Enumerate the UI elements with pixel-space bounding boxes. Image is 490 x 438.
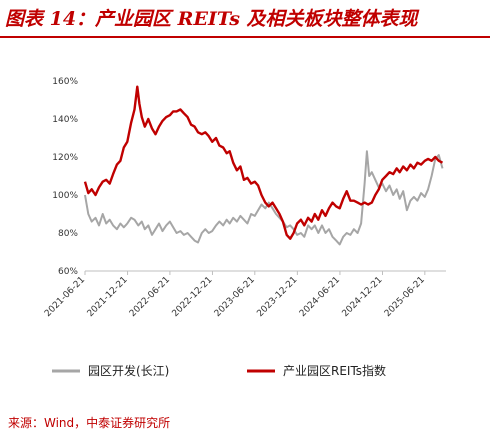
y-tick-label: 60% (58, 267, 78, 277)
y-tick-label: 80% (58, 229, 78, 239)
x-tick-label: 2022-12-21 (171, 275, 215, 319)
x-tick-label: 2025-06-21 (383, 275, 427, 319)
title-underline (0, 36, 490, 38)
chart-series (83, 85, 444, 246)
x-tick-label: 2021-06-21 (43, 275, 87, 319)
chart-title: 图表 14：产业园区 REITs 及相关板块整体表现 (5, 8, 418, 30)
chart-axes: 60% 80% 100% 120% 140% 160% 2021-06-212021-12-… (43, 77, 446, 319)
x-tick-label: 2024-12-21 (341, 275, 385, 319)
y-tick-label: 160% (52, 77, 78, 87)
x-tick-label: 2024-06-21 (298, 275, 342, 319)
legend-label: 园区开发(长江) (88, 363, 169, 378)
chart-legend: 园区开发(长江) 产业园区REITs指数 (52, 363, 386, 378)
series-line (84, 150, 444, 246)
series-line (83, 85, 444, 240)
legend-label: 产业园区REITs指数 (283, 363, 386, 378)
source-note: 来源：Wind，中泰证券研究所 (8, 416, 171, 430)
y-tick-label: 140% (52, 115, 78, 125)
x-tick-label: 2023-12-21 (255, 275, 299, 319)
y-tick-label: 100% (52, 191, 78, 201)
x-tick-label: 2022-06-21 (128, 275, 172, 319)
y-tick-label: 120% (52, 153, 78, 163)
x-tick-label: 2021-12-21 (86, 275, 130, 319)
x-tick-label: 2023-06-21 (213, 275, 257, 319)
